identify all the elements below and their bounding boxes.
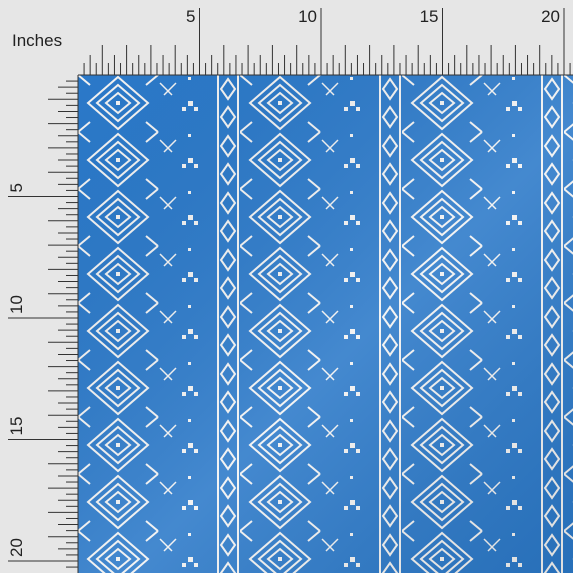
top-label: 20 — [541, 7, 560, 26]
top-label: 5 — [186, 7, 195, 26]
left-label: 15 — [7, 417, 26, 436]
ruler-ticks — [8, 8, 571, 568]
left-label: 10 — [7, 295, 26, 314]
left-label: 20 — [7, 538, 26, 557]
unit-label: Inches — [12, 31, 62, 50]
top-label: 15 — [420, 7, 439, 26]
fabric-shading — [78, 75, 573, 573]
left-label: 5 — [7, 183, 26, 192]
top-label: 10 — [298, 7, 317, 26]
